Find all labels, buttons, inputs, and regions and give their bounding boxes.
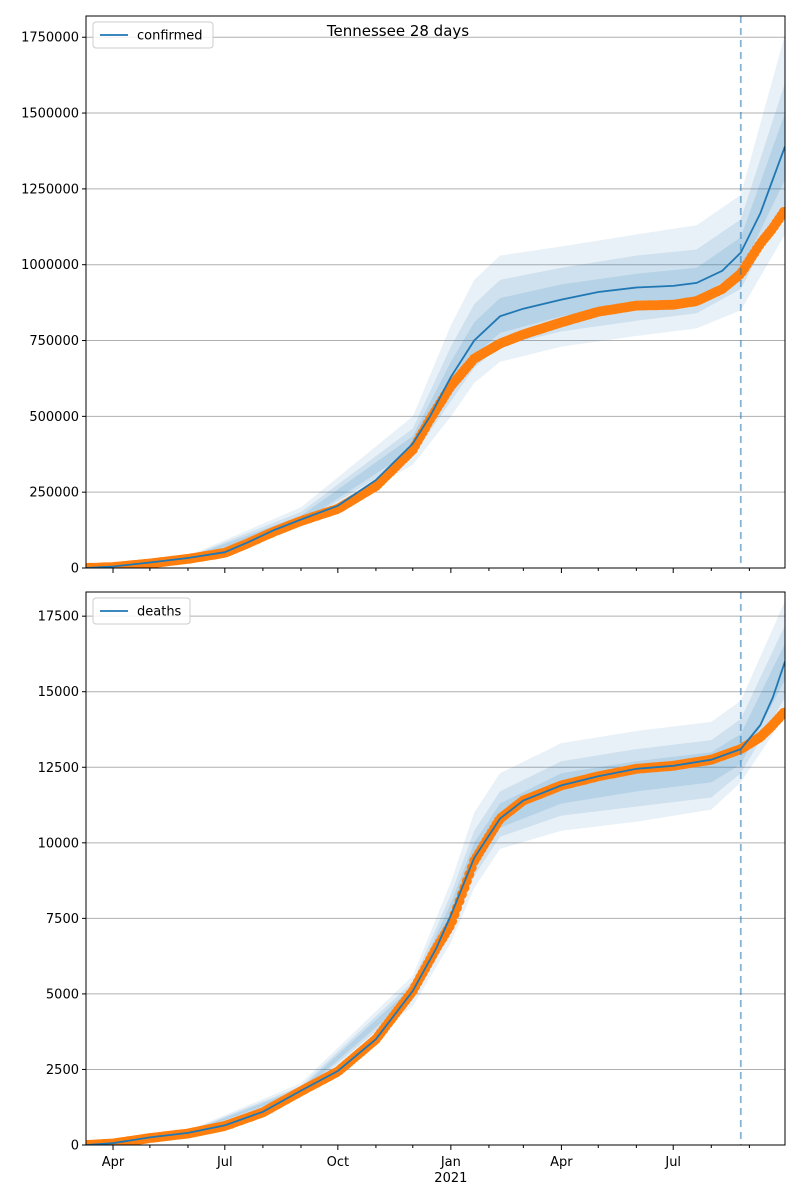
- x-tick-label: Oct: [327, 1155, 349, 1170]
- y-tick-label: 250000: [29, 486, 79, 501]
- confirmed-panel: 0 250000 500000 750000 1000000 1250000 1500000…: [21, 15, 786, 577]
- legend: deaths: [92, 597, 191, 625]
- legend-box: [92, 597, 191, 625]
- y-tick-label: 1250000: [21, 182, 79, 197]
- y-tick-label: 0: [71, 562, 79, 577]
- y-tick-label: 7500: [46, 912, 79, 927]
- uncertainty-band-outer: [86, 601, 785, 1145]
- plot-area: [86, 34, 785, 568]
- observed-point: [778, 206, 785, 217]
- axes-frame: [85, 591, 786, 1146]
- y-tick-label: 1750000: [21, 31, 79, 46]
- x-tick-label: Jan: [440, 1155, 461, 1170]
- axes-frame: [85, 15, 786, 569]
- x-tick-label: Apr: [550, 1155, 573, 1170]
- y-tick-label: 500000: [29, 410, 79, 425]
- legend-box: [92, 21, 214, 49]
- y-tick-label: 10000: [38, 836, 79, 851]
- observed-point: [778, 707, 785, 718]
- x-tick-label: Jul: [664, 1155, 681, 1170]
- median-line: [86, 146, 785, 568]
- y-tick-label: 5000: [46, 987, 79, 1002]
- uncertainty-band-inner: [86, 643, 785, 1145]
- legend-label: confirmed: [137, 29, 203, 44]
- y-tick-label: 1000000: [21, 258, 79, 273]
- deaths-panel: 0 2500 5000 7500 10000 12500 15000 17500 Apr Jul O…: [38, 591, 786, 1186]
- y-tick-label: 0: [71, 1139, 79, 1154]
- legend-label: deaths: [137, 605, 182, 620]
- x-tick-label: Jul: [216, 1155, 233, 1170]
- x-year-label: 2021: [434, 1171, 467, 1186]
- y-tick-label: 1500000: [21, 107, 79, 122]
- figure-title: Tennessee 28 days: [326, 22, 469, 40]
- plot-area: [86, 601, 785, 1145]
- y-tick-label: 12500: [38, 761, 79, 776]
- median-line: [86, 661, 785, 1145]
- y-tick-label: 750000: [29, 334, 79, 349]
- x-tick-label: Apr: [102, 1155, 125, 1170]
- uncertainty-band-middle: [86, 625, 785, 1145]
- y-tick-label: 2500: [46, 1063, 79, 1078]
- y-tick-label: 17500: [38, 610, 79, 625]
- legend: confirmed: [92, 21, 214, 49]
- y-tick-label: 15000: [38, 685, 79, 700]
